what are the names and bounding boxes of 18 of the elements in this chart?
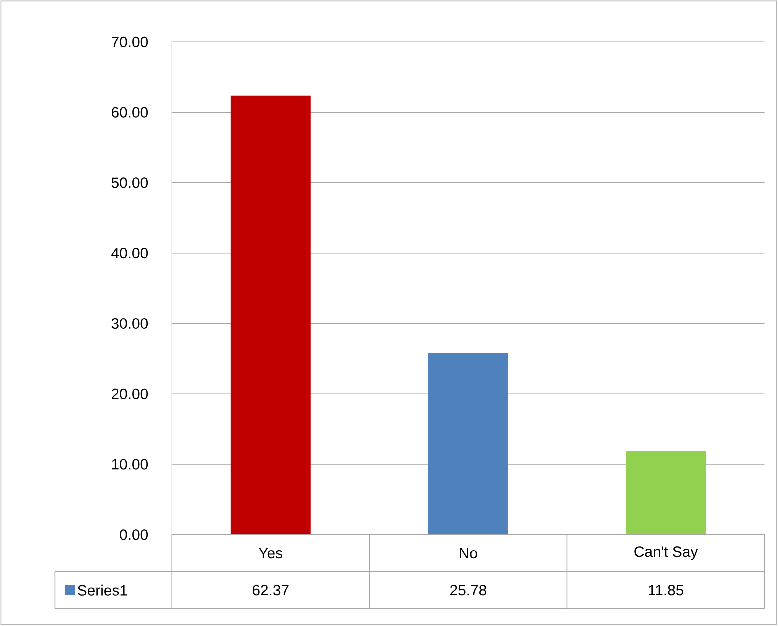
y-tick-label: 0.00 bbox=[120, 530, 148, 540]
x-tick-label: No bbox=[460, 548, 478, 559]
bar bbox=[626, 451, 706, 535]
data-label: 11.85 bbox=[649, 585, 684, 596]
y-tick-label: 30.00 bbox=[112, 318, 148, 329]
y-tick-label: 70.00 bbox=[112, 36, 148, 48]
y-tick-label: 20.00 bbox=[112, 388, 148, 400]
y-tick-label: 40.00 bbox=[112, 248, 148, 259]
y-tick-label: 50.00 bbox=[112, 178, 148, 188]
data-label: 62.37 bbox=[252, 585, 289, 596]
x-tick-label: Yes bbox=[259, 548, 283, 559]
y-tick-label: 10.00 bbox=[112, 459, 148, 470]
y-tick-label: 60.00 bbox=[112, 107, 148, 118]
bar bbox=[230, 96, 311, 535]
x-tick-label: Can't Say bbox=[634, 546, 698, 560]
legend-label: Series1 bbox=[78, 584, 128, 596]
bar bbox=[428, 353, 508, 535]
data-label: 25.78 bbox=[450, 585, 486, 596]
